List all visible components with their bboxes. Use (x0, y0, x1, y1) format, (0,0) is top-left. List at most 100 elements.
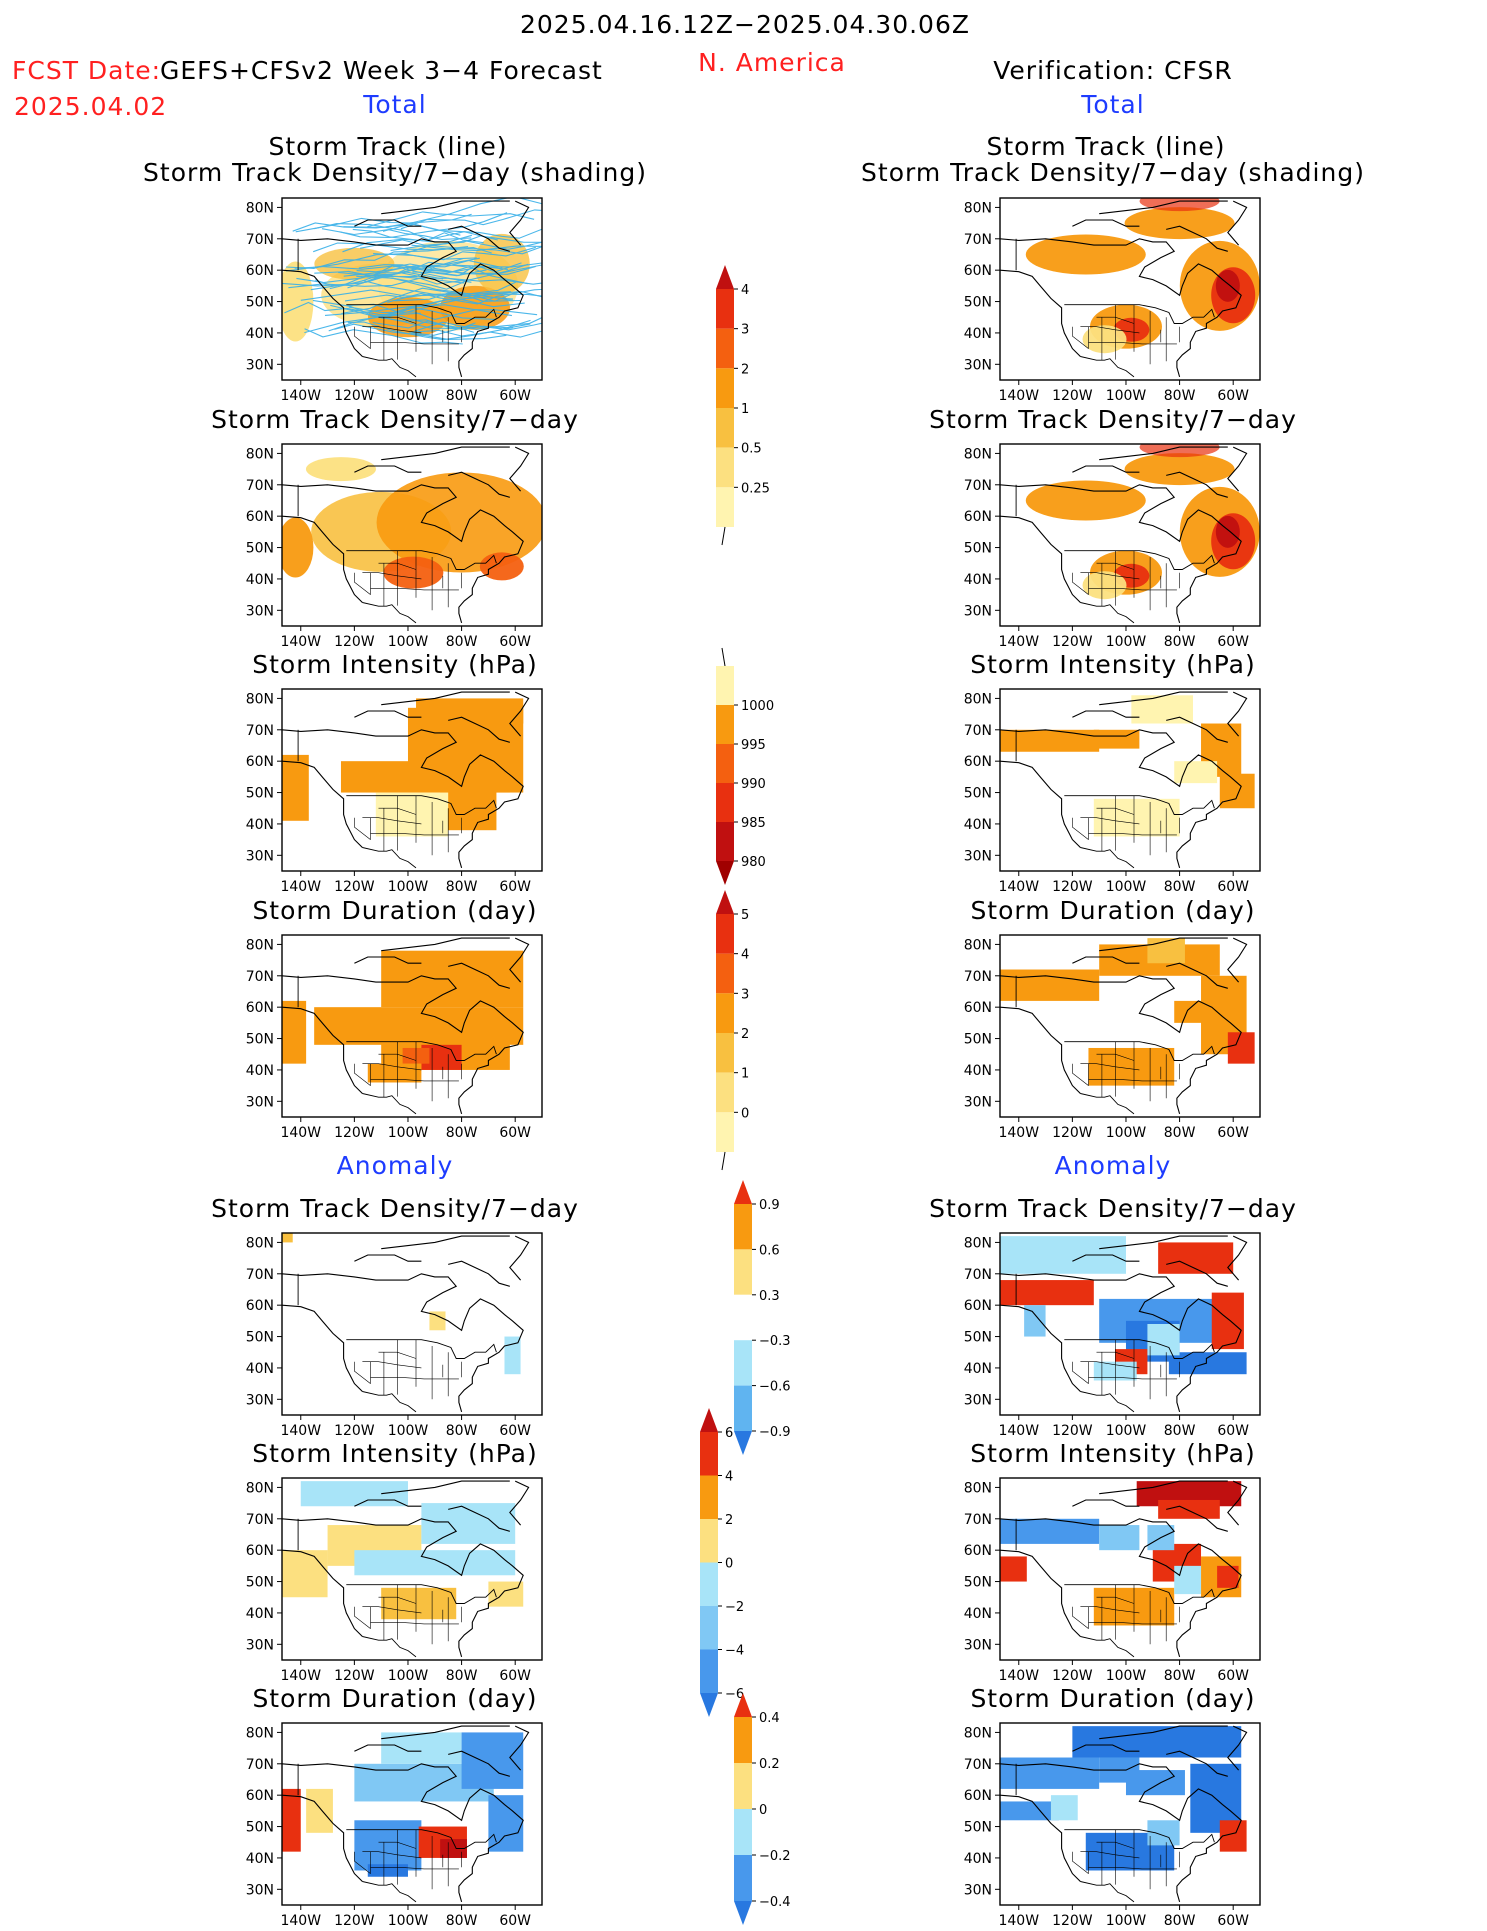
colorbar-label: 0.2 (759, 1757, 780, 1772)
lat-tick-label: 70N (964, 1267, 992, 1283)
map-panel-obs-intensity-anomaly: 80N 70N 60N 50N 40N 30N 140W 120W 100W 80W 60W (962, 1477, 1270, 1686)
lon-tick-label: 60W (499, 1125, 531, 1141)
lon-tick-label: 120W (334, 634, 375, 650)
lon-tick-label: 120W (334, 1125, 375, 1141)
colorbar-segment (716, 822, 734, 861)
colorbar-duration-anomaly: 0.4 0.2 0 −0.2 −0.4 (734, 1693, 812, 1929)
colorbar-label: −6 (725, 1687, 744, 1702)
colorbar-segment (734, 1340, 752, 1386)
map-frame (281, 1477, 543, 1661)
lon-tick-label: 120W (334, 1668, 375, 1684)
lon-tick-label: 100W (1106, 388, 1147, 404)
colorbar-label: 2 (741, 362, 749, 377)
lon-tick-label: 100W (1106, 1423, 1147, 1439)
lon-tick-label: 100W (388, 634, 429, 650)
lon-tick-label: 60W (1217, 1668, 1249, 1684)
lon-tick-label: 140W (998, 1423, 1039, 1439)
map-svg: 80N 70N 60N 50N 40N 30N 140W 120W 100W 80W 60W (246, 934, 543, 1141)
borders (1015, 1273, 1215, 1413)
lat-tick-label: 30N (246, 357, 274, 373)
map-panel-obs-duration-total: 80N 70N 60N 50N 40N 30N 140W 120W 100W 80W 60W (962, 934, 1270, 1143)
colorbar-label: 6 (725, 1426, 733, 1441)
lon-tick-label: 120W (1052, 388, 1093, 404)
lat-tick-label: 70N (246, 723, 274, 739)
colorbar-segment (734, 1855, 752, 1901)
map-svg: 80N 70N 60N 50N 40N 30N 140W 120W 100W 80W 60W (246, 1477, 543, 1684)
colorbar-label: 5 (741, 908, 749, 923)
lon-tick-label: 80W (446, 879, 478, 895)
map-panel-forecast-density-anomaly: 80N 70N 60N 50N 40N 30N 140W 120W 100W 80W 60W (244, 1232, 552, 1441)
lon-tick-label: 80W (1164, 1125, 1196, 1141)
lat-tick-label: 30N (246, 1637, 274, 1653)
colorbar-segment (716, 1072, 734, 1113)
map-frame (281, 197, 543, 381)
colorbar-label: 1 (741, 1067, 749, 1082)
map-frame (999, 197, 1261, 381)
total-left-label: Total (363, 90, 427, 119)
lat-tick-label: 30N (964, 1637, 992, 1653)
coastlines (1000, 1235, 1248, 1413)
lon-tick-label: 60W (499, 634, 531, 650)
shading-layer (282, 691, 530, 869)
lon-tick-label: 60W (1217, 1423, 1249, 1439)
borders (1015, 729, 1215, 869)
lat-tick-label: 40N (246, 1851, 274, 1867)
map-frame (281, 443, 543, 627)
map-svg: 80N 70N 60N 50N 40N 30N 140W 120W 100W 80W 60W (964, 443, 1261, 650)
lat-tick-label: 60N (964, 1543, 992, 1559)
coastlines (1000, 200, 1248, 378)
colorbar-label: 3 (741, 323, 749, 338)
coastlines (282, 937, 530, 1115)
colorbar-segment (716, 1112, 734, 1152)
shading-layer (1000, 1235, 1248, 1413)
colorbar-label: 995 (741, 738, 766, 753)
lon-tick-label: 60W (499, 1913, 531, 1929)
lon-tick-label: 140W (998, 388, 1039, 404)
lat-tick-label: 30N (964, 1882, 992, 1898)
colorbar-segment (716, 914, 734, 954)
panel-title: Storm Duration (day) (252, 896, 538, 925)
panel-title: Storm Track (line) (268, 132, 508, 161)
coastlines (1000, 937, 1248, 1115)
lat-tick-label: 30N (964, 603, 992, 619)
lon-tick-label: 100W (388, 1913, 429, 1929)
lat-tick-label: 70N (246, 1757, 274, 1773)
lon-tick-label: 120W (1052, 1913, 1093, 1929)
lon-tick-label: 120W (334, 388, 375, 404)
borders (1015, 1518, 1215, 1658)
lat-tick-label: 50N (246, 786, 274, 802)
colorbar-label: 3 (741, 987, 749, 1002)
lat-tick-label: 60N (964, 509, 992, 525)
panel-title: Storm Track Density/7−day (shading) (861, 158, 1365, 187)
coastlines (282, 1235, 530, 1413)
lat-tick-label: 40N (246, 1063, 274, 1079)
map-svg: 80N 70N 60N 50N 40N 30N 140W 120W 100W 80W 60W (246, 1232, 543, 1439)
lon-tick-label: 140W (998, 879, 1039, 895)
lat-tick-label: 80N (246, 446, 274, 462)
colorbar-bottom-arrow (734, 1901, 752, 1925)
lon-tick-label: 100W (1106, 634, 1147, 650)
map-svg: 80N 70N 60N 50N 40N 30N 140W 120W 100W 80W 60W (246, 197, 543, 404)
colorbar-segment (734, 1717, 752, 1763)
lat-tick-label: 50N (246, 295, 274, 311)
colorbar-segment (716, 487, 734, 527)
lon-tick-label: 120W (1052, 1125, 1093, 1141)
colorbar-label: −0.9 (759, 1425, 791, 1440)
colorbar-top-arrow (734, 1693, 752, 1717)
map-svg: 80N 70N 60N 50N 40N 30N 140W 120W 100W 80W 60W (246, 688, 543, 895)
lat-tick-label: 40N (246, 326, 274, 342)
map-svg: 80N 70N 60N 50N 40N 30N 140W 120W 100W 80W 60W (964, 197, 1261, 404)
map-panel-obs-density-total: 80N 70N 60N 50N 40N 30N 140W 120W 100W 80W 60W (962, 443, 1270, 652)
colorbar-label: 0.3 (759, 1289, 780, 1304)
lon-tick-label: 140W (998, 1125, 1039, 1141)
map-frame (999, 934, 1261, 1118)
colorbar-segment (716, 783, 734, 822)
shading-layer (282, 1233, 530, 1413)
map-panel-forecast-track-total: 80N 70N 60N 50N 40N 30N 140W 120W 100W 80W 60W (244, 197, 552, 406)
colorbar-top-arrow (734, 1180, 752, 1204)
lon-tick-label: 100W (388, 879, 429, 895)
lat-tick-label: 70N (964, 1757, 992, 1773)
colorbar-label: 0 (759, 1803, 767, 1818)
lat-tick-label: 30N (246, 1882, 274, 1898)
colorbar-label: 0 (725, 1557, 733, 1572)
